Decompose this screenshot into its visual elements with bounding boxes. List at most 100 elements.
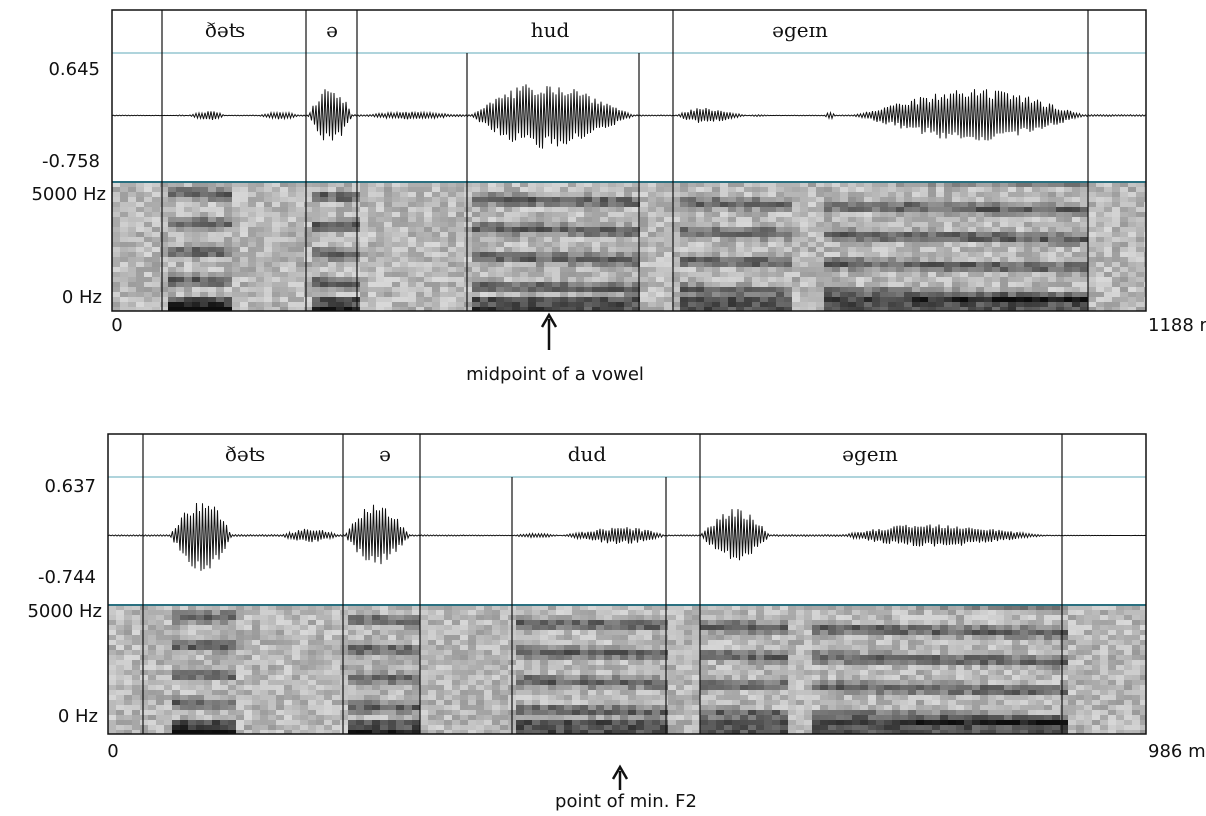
spectrogram-cell xyxy=(360,187,368,192)
spectrogram-cell xyxy=(536,232,544,237)
spectrogram-cell xyxy=(440,302,448,307)
spectrogram-cell xyxy=(288,197,296,202)
spectrogram-cell xyxy=(112,207,120,212)
spectrogram-cell xyxy=(164,695,172,700)
spectrogram-cell xyxy=(312,232,320,237)
spectrogram-cell xyxy=(340,700,348,705)
spectrogram-cell xyxy=(356,650,364,655)
spectrogram-cell xyxy=(256,207,264,212)
spectrogram-cell xyxy=(960,212,968,217)
spectrogram-cell xyxy=(308,650,316,655)
spectrogram-cell xyxy=(556,720,564,725)
spectrogram-cell xyxy=(120,232,128,237)
spectrogram-cell xyxy=(520,187,528,192)
spectrogram-cell xyxy=(344,252,352,257)
spectrogram-cell xyxy=(564,710,572,715)
spectrogram-cell xyxy=(152,207,160,212)
spectrogram-cell xyxy=(1008,187,1016,192)
spectrogram-cell xyxy=(640,292,648,297)
spectrogram-cell xyxy=(688,252,696,257)
spectrogram-cell xyxy=(260,650,268,655)
spectrogram-cell xyxy=(920,187,928,192)
spectrogram xyxy=(108,605,1146,734)
spectrogram-cell xyxy=(388,655,396,660)
spectrogram-cell xyxy=(576,297,584,302)
spectrogram-cell xyxy=(544,252,552,257)
spectrogram-cell xyxy=(392,262,400,267)
spectrogram-cell xyxy=(160,242,168,247)
spectrogram-cell xyxy=(256,277,264,282)
spectrogram-cell xyxy=(520,212,528,217)
spectrogram-cell xyxy=(296,262,304,267)
spectrogram-cell xyxy=(368,282,376,287)
spectrogram-cell xyxy=(816,262,824,267)
spectrogram-cell xyxy=(712,197,720,202)
spectrogram-cell xyxy=(744,267,752,272)
spectrogram-cell xyxy=(540,665,548,670)
spectrogram-cell xyxy=(460,635,468,640)
spectrogram-cell xyxy=(524,700,532,705)
spectrogram-cell xyxy=(560,292,568,297)
spectrogram-cell xyxy=(664,282,672,287)
spectrogram-cell xyxy=(356,645,364,650)
spectrogram-cell xyxy=(200,212,208,217)
spectrogram-cell xyxy=(460,650,468,655)
spectrogram-cell xyxy=(388,720,396,725)
spectrogram-cell xyxy=(520,282,528,287)
spectrogram-cell xyxy=(132,670,140,675)
spectrogram-cell xyxy=(1072,242,1080,247)
spectrogram-cell xyxy=(172,700,180,705)
spectrogram-cell xyxy=(284,625,292,630)
spectrogram-cell xyxy=(656,207,664,212)
spectrogram-cell xyxy=(840,242,848,247)
spectrogram-cell xyxy=(664,287,672,292)
spectrogram-cell xyxy=(760,232,768,237)
spectrogram-cell xyxy=(520,192,528,197)
spectrogram-cell xyxy=(584,192,592,197)
spectrogram-cell xyxy=(800,252,808,257)
spectrogram-cell xyxy=(768,222,776,227)
spectrogram-cell xyxy=(840,212,848,217)
spectrogram-cell xyxy=(196,720,204,725)
spectrogram-cell xyxy=(1024,217,1032,222)
spectrogram-cell xyxy=(176,197,184,202)
spectrogram-cell xyxy=(680,197,688,202)
spectrogram-cell xyxy=(1112,257,1120,262)
spectrogram-cell xyxy=(564,660,572,665)
spectrogram-cell xyxy=(412,705,420,710)
spectrogram-cell xyxy=(484,700,492,705)
spectrogram-cell xyxy=(600,197,608,202)
spectrogram-cell xyxy=(1024,252,1032,257)
spectrogram-cell xyxy=(1064,277,1072,282)
spectrogram-cell xyxy=(352,257,360,262)
spectrogram-cell xyxy=(124,670,132,675)
spectrogram-cell xyxy=(592,287,600,292)
spectrogram-cell xyxy=(1120,292,1128,297)
spectrogram-cell xyxy=(1016,257,1024,262)
spectrogram-cell xyxy=(304,237,312,242)
spectrogram-cell xyxy=(552,187,560,192)
spectrogram-cell xyxy=(544,257,552,262)
spectrogram-cell xyxy=(524,695,532,700)
spectrogram-cell xyxy=(228,635,236,640)
spectrogram-cell xyxy=(904,282,912,287)
spectrogram-cell xyxy=(920,302,928,307)
spectrogram-cell xyxy=(460,685,468,690)
spectrogram-cell xyxy=(1048,227,1056,232)
spectrogram-cell xyxy=(784,222,792,227)
spectrogram-cell xyxy=(344,222,352,227)
spectrogram-cell xyxy=(616,202,624,207)
spectrogram-cell xyxy=(1136,302,1144,307)
spectrogram-cell xyxy=(532,725,540,730)
spectrogram-cell xyxy=(568,272,576,277)
spectrogram-cell xyxy=(936,207,944,212)
spectrogram-cell xyxy=(348,715,356,720)
spectrogram-cell xyxy=(256,227,264,232)
spectrogram-cell xyxy=(468,630,476,635)
spectrogram-cell xyxy=(572,700,580,705)
spectrogram-cell xyxy=(896,227,904,232)
spectrogram-cell xyxy=(500,625,508,630)
spectrogram-cell xyxy=(856,247,864,252)
spectrogram-cell xyxy=(360,302,368,307)
spectrogram-cell xyxy=(196,665,204,670)
